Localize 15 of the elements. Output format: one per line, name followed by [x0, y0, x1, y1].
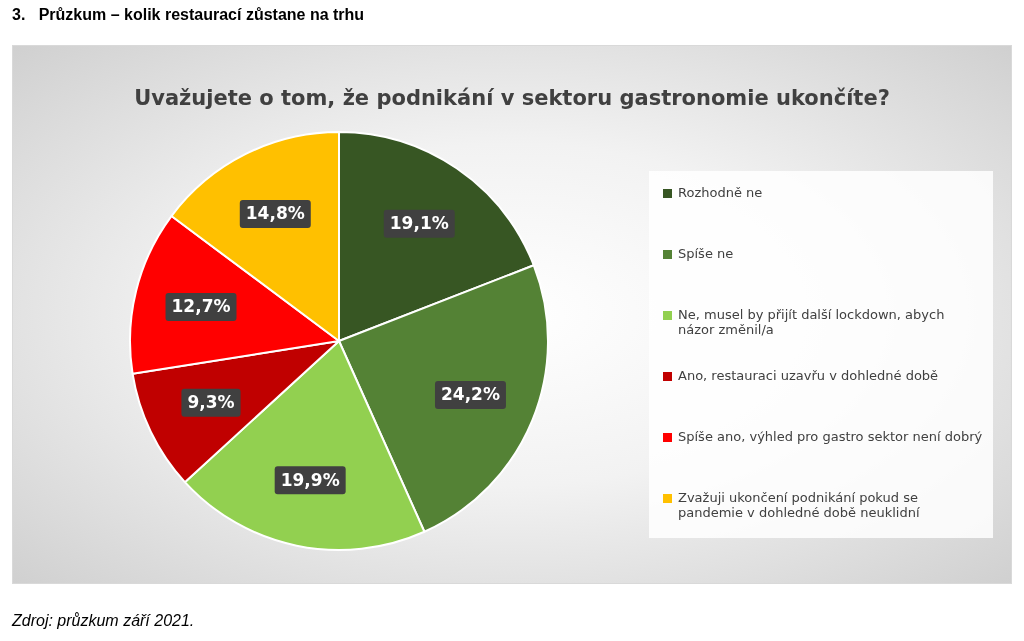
- chart-title: Uvažujete o tom, že podnikání v sektoru gastronomie ukončíte?: [133, 86, 891, 110]
- data-label: 19,1%: [389, 213, 449, 234]
- text: Zdroj: průzkum září 2021.: [12, 612, 195, 630]
- legend-label: Rozhodně ne: [678, 185, 763, 200]
- data-label: 24,2%: [440, 384, 500, 405]
- data-label: 9,3%: [187, 392, 235, 413]
- legend-label: Spíše ano, výhled pro gastro sektor není dobrý: [678, 429, 983, 444]
- chart-subtitle: 3. Průzkum – kolik restaurací zůstane na trhu: [12, 6, 365, 24]
- legend-label: Zvažuji ukončení podnikání pokud se pandemie v dohledné době neuklidní: [678, 490, 921, 520]
- data-label: 14,8%: [245, 203, 305, 224]
- data-label: 19,9%: [280, 469, 340, 490]
- data-label: 12,7%: [171, 296, 231, 317]
- legend-label: Ne, musel by přijít další lockdown, abych názor změnil/a: [678, 307, 946, 337]
- legend-label: Ano, restauraci uzavřu v dohledné době: [678, 368, 939, 383]
- legend-label: Spíše ne: [678, 246, 734, 261]
